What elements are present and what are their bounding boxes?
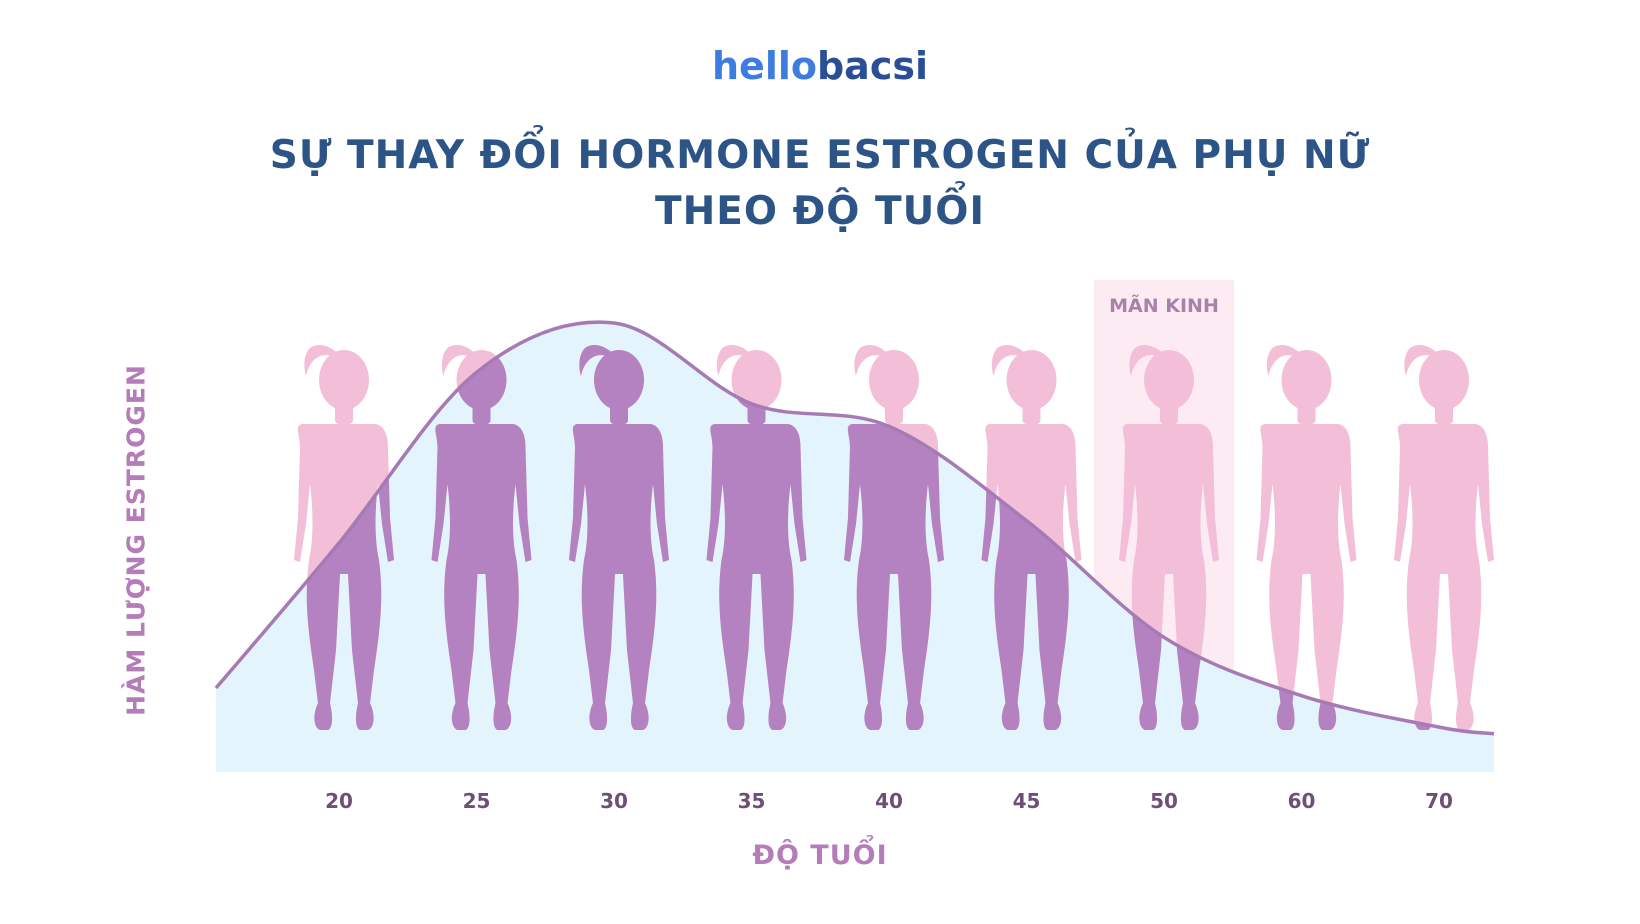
menopause-band-label: MÃN KINH — [1109, 293, 1219, 317]
estrogen-area — [216, 322, 1494, 772]
x-tick-label: 25 — [463, 789, 491, 813]
x-tick-label: 50 — [1150, 789, 1178, 813]
brand-bacsi: bacsi — [816, 44, 928, 88]
chart-title: SỰ THAY ĐỔI HORMONE ESTROGEN CỦA PHỤ NỮ … — [0, 128, 1640, 240]
estrogen-curve — [214, 320, 1495, 736]
x-axis-ticks: 20 25 30 35 40 45 50 60 70 — [325, 789, 1453, 813]
x-tick-label: 60 — [1288, 789, 1316, 813]
x-tick-label: 45 — [1013, 789, 1041, 813]
chart-title-line-1: SỰ THAY ĐỔI HORMONE ESTROGEN CỦA PHỤ NỮ — [269, 133, 1371, 178]
x-tick-label: 70 — [1425, 789, 1453, 813]
brand-hello: hello — [712, 44, 817, 88]
x-tick-label: 40 — [875, 789, 903, 813]
x-tick-label: 35 — [738, 789, 766, 813]
x-tick-label: 20 — [325, 789, 353, 813]
brand-logo: hellobacsi — [0, 44, 1640, 88]
x-axis-label: ĐỘ TUỔI — [752, 840, 888, 871]
figure-light-70 — [1394, 345, 1494, 730]
figure-light-60 — [1256, 345, 1357, 730]
chart-title-line-2: THEO ĐỘ TUỔI — [655, 189, 985, 234]
x-tick-label: 30 — [600, 789, 628, 813]
